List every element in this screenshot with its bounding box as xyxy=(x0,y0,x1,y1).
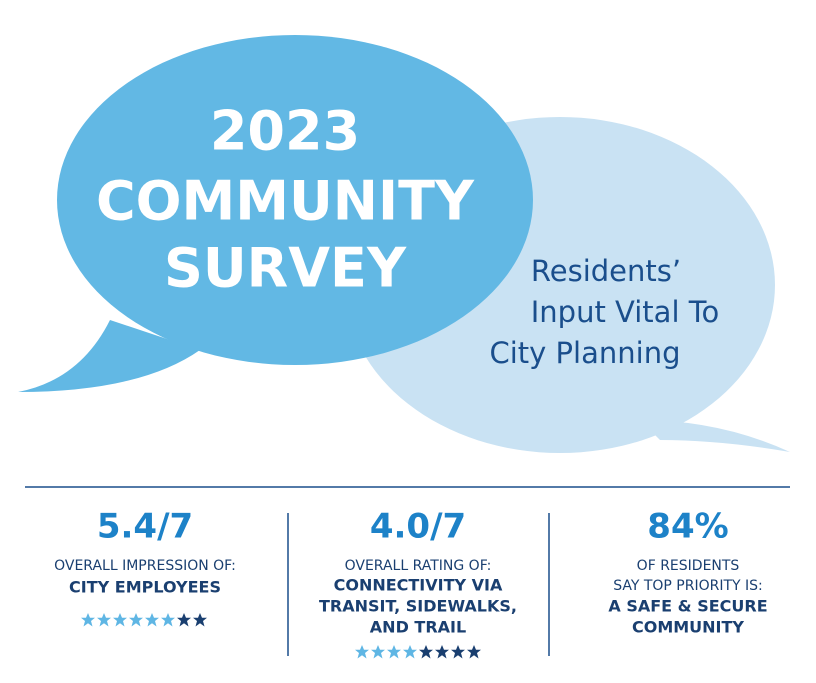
title-line: 2023 xyxy=(210,100,360,163)
star-rating xyxy=(81,613,207,627)
stat-highlight: CITY EMPLOYEES xyxy=(69,578,221,597)
stat-figure: 4.0/7 xyxy=(370,507,466,547)
stat-text: OVERALL IMPRESSION OF: xyxy=(54,558,236,574)
stat-text: OVERALL RATING OF: xyxy=(345,558,492,574)
stat-highlight: COMMUNITY xyxy=(632,618,744,637)
stat-highlight: A SAFE & SECURE xyxy=(608,597,767,616)
stat-highlight: AND TRAIL xyxy=(370,618,466,637)
stat-highlight: CONNECTIVITY VIA xyxy=(334,576,503,595)
subtitle-line: City Planning xyxy=(490,336,681,370)
subtitle-line: Residents’ xyxy=(531,254,681,288)
main-bubble xyxy=(18,35,533,392)
title-line: SURVEY xyxy=(164,237,407,300)
stat-figure: 5.4/7 xyxy=(97,507,193,547)
stat-highlight: TRANSIT, SIDEWALKS, xyxy=(319,597,517,616)
subtitle-line: Input Vital To xyxy=(531,295,720,329)
title-line: COMMUNITY xyxy=(96,170,475,233)
stat-figure: 84% xyxy=(647,507,728,547)
stat-text: SAY TOP PRIORITY IS: xyxy=(613,578,763,594)
stat-text: OF RESIDENTS xyxy=(637,558,740,574)
star-rating xyxy=(355,645,481,659)
